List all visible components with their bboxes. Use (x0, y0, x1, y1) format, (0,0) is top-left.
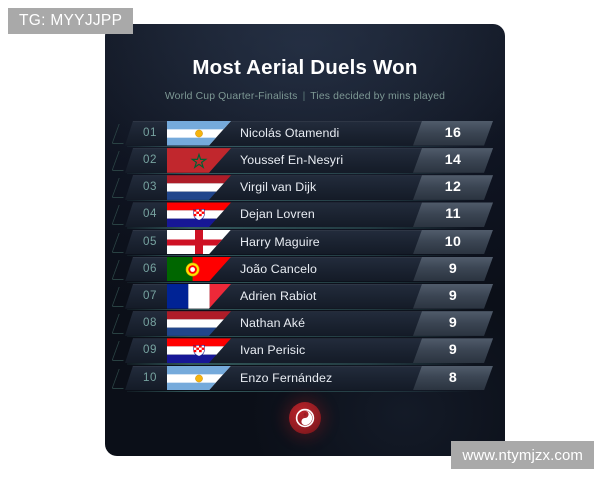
row-underline (127, 281, 475, 283)
table-row[interactable]: 05 Harry Maguire 10 (111, 230, 493, 256)
value-number: 9 (448, 342, 458, 359)
table-row[interactable]: 06 João Cancelo 9 (111, 257, 493, 283)
rank-number: 08 (142, 316, 158, 330)
value-number: 14 (444, 152, 462, 169)
country-flag-icon (167, 338, 231, 363)
row-underline (127, 173, 475, 175)
row-underline (127, 390, 475, 392)
player-name: Virgil van Dijk (240, 180, 317, 195)
table-row[interactable]: 01 Nicolás Otamendi 16 (111, 121, 493, 147)
player-name: João Cancelo (240, 261, 317, 276)
table-row[interactable]: 08 Nathan Aké 9 (111, 311, 493, 338)
rank-number: 01 (142, 125, 158, 139)
player-name: Youssef En-Nesyri (240, 153, 344, 168)
value-number: 9 (448, 315, 458, 332)
leaderboard-card: Most Aerial Duels Won World Cup Quarter-… (105, 24, 505, 456)
rank-number: 03 (142, 180, 158, 194)
table-row[interactable]: 02 Youssef En-Nesyri 14 (111, 148, 493, 175)
table-row[interactable]: 03 Virgil van Dijk 12 (111, 175, 493, 202)
value-number: 9 (448, 288, 458, 305)
player-name: Nicolás Otamendi (240, 125, 340, 140)
player-name: Adrien Rabiot (240, 289, 317, 304)
value-badge (413, 284, 493, 309)
value-number: 16 (444, 124, 462, 141)
row-underline (127, 145, 475, 147)
value-badge (413, 202, 493, 227)
player-name: Nathan Aké (240, 316, 306, 331)
card-header: Most Aerial Duels Won World Cup Quarter-… (105, 24, 505, 102)
rank-number: 05 (142, 234, 158, 248)
rank-number: 02 (142, 153, 158, 167)
country-flag-icon (167, 175, 231, 200)
rank-number: 04 (142, 207, 158, 221)
value-number: 11 (445, 206, 461, 223)
rank-number: 09 (142, 343, 158, 357)
rank-number: 06 (142, 261, 158, 275)
player-name: Dejan Lovren (240, 207, 315, 222)
website-watermark: www.ntymjzx.com (451, 441, 594, 469)
table-row[interactable]: 09 Ivan Perisic 9 (111, 338, 493, 365)
value-badge (413, 257, 493, 282)
player-name: Enzo Fernández (240, 370, 333, 385)
value-badge (413, 366, 493, 391)
player-name: Harry Maguire (240, 234, 320, 249)
table-row[interactable]: 10 Enzo Fernández 8 (111, 366, 493, 392)
value-number: 8 (448, 369, 458, 386)
country-flag-icon (167, 311, 231, 336)
subtitle-right: Ties decided by mins played (310, 90, 446, 102)
value-badge (413, 230, 493, 255)
page-title: Most Aerial Duels Won (192, 56, 418, 79)
rank-number: 10 (142, 370, 158, 384)
subtitle-left: World Cup Quarter-Finalists (164, 90, 298, 102)
leaderboard-rows: 01 Nicolás Otamendi 16 02 Youssef En-Nesyr… (105, 121, 505, 392)
card-subtitle: World Cup Quarter-Finalists | Ties decid… (105, 90, 505, 102)
rank-number: 07 (142, 289, 158, 303)
value-badge (413, 338, 493, 363)
value-badge (413, 121, 493, 146)
country-flag-icon (167, 202, 231, 227)
row-underline (127, 227, 475, 229)
value-number: 9 (448, 260, 458, 277)
subtitle-separator: | (302, 90, 306, 102)
row-underline (127, 363, 475, 365)
value-badge (413, 148, 493, 173)
row-underline (127, 254, 475, 256)
value-number: 10 (444, 233, 462, 250)
value-number: 12 (444, 179, 462, 196)
telegram-tag-watermark: TG: MYYJJPP (8, 8, 134, 34)
brand-logo-icon (289, 402, 321, 434)
table-row[interactable]: 04 Dejan Lovren 11 (111, 202, 493, 229)
value-badge (413, 175, 493, 200)
value-badge (413, 311, 493, 336)
row-underline (127, 308, 475, 311)
row-underline (127, 200, 475, 202)
player-name: Ivan Perisic (240, 343, 306, 358)
row-underline (127, 336, 475, 338)
table-row[interactable]: 07 Adrien Rabiot 9 (111, 284, 493, 311)
